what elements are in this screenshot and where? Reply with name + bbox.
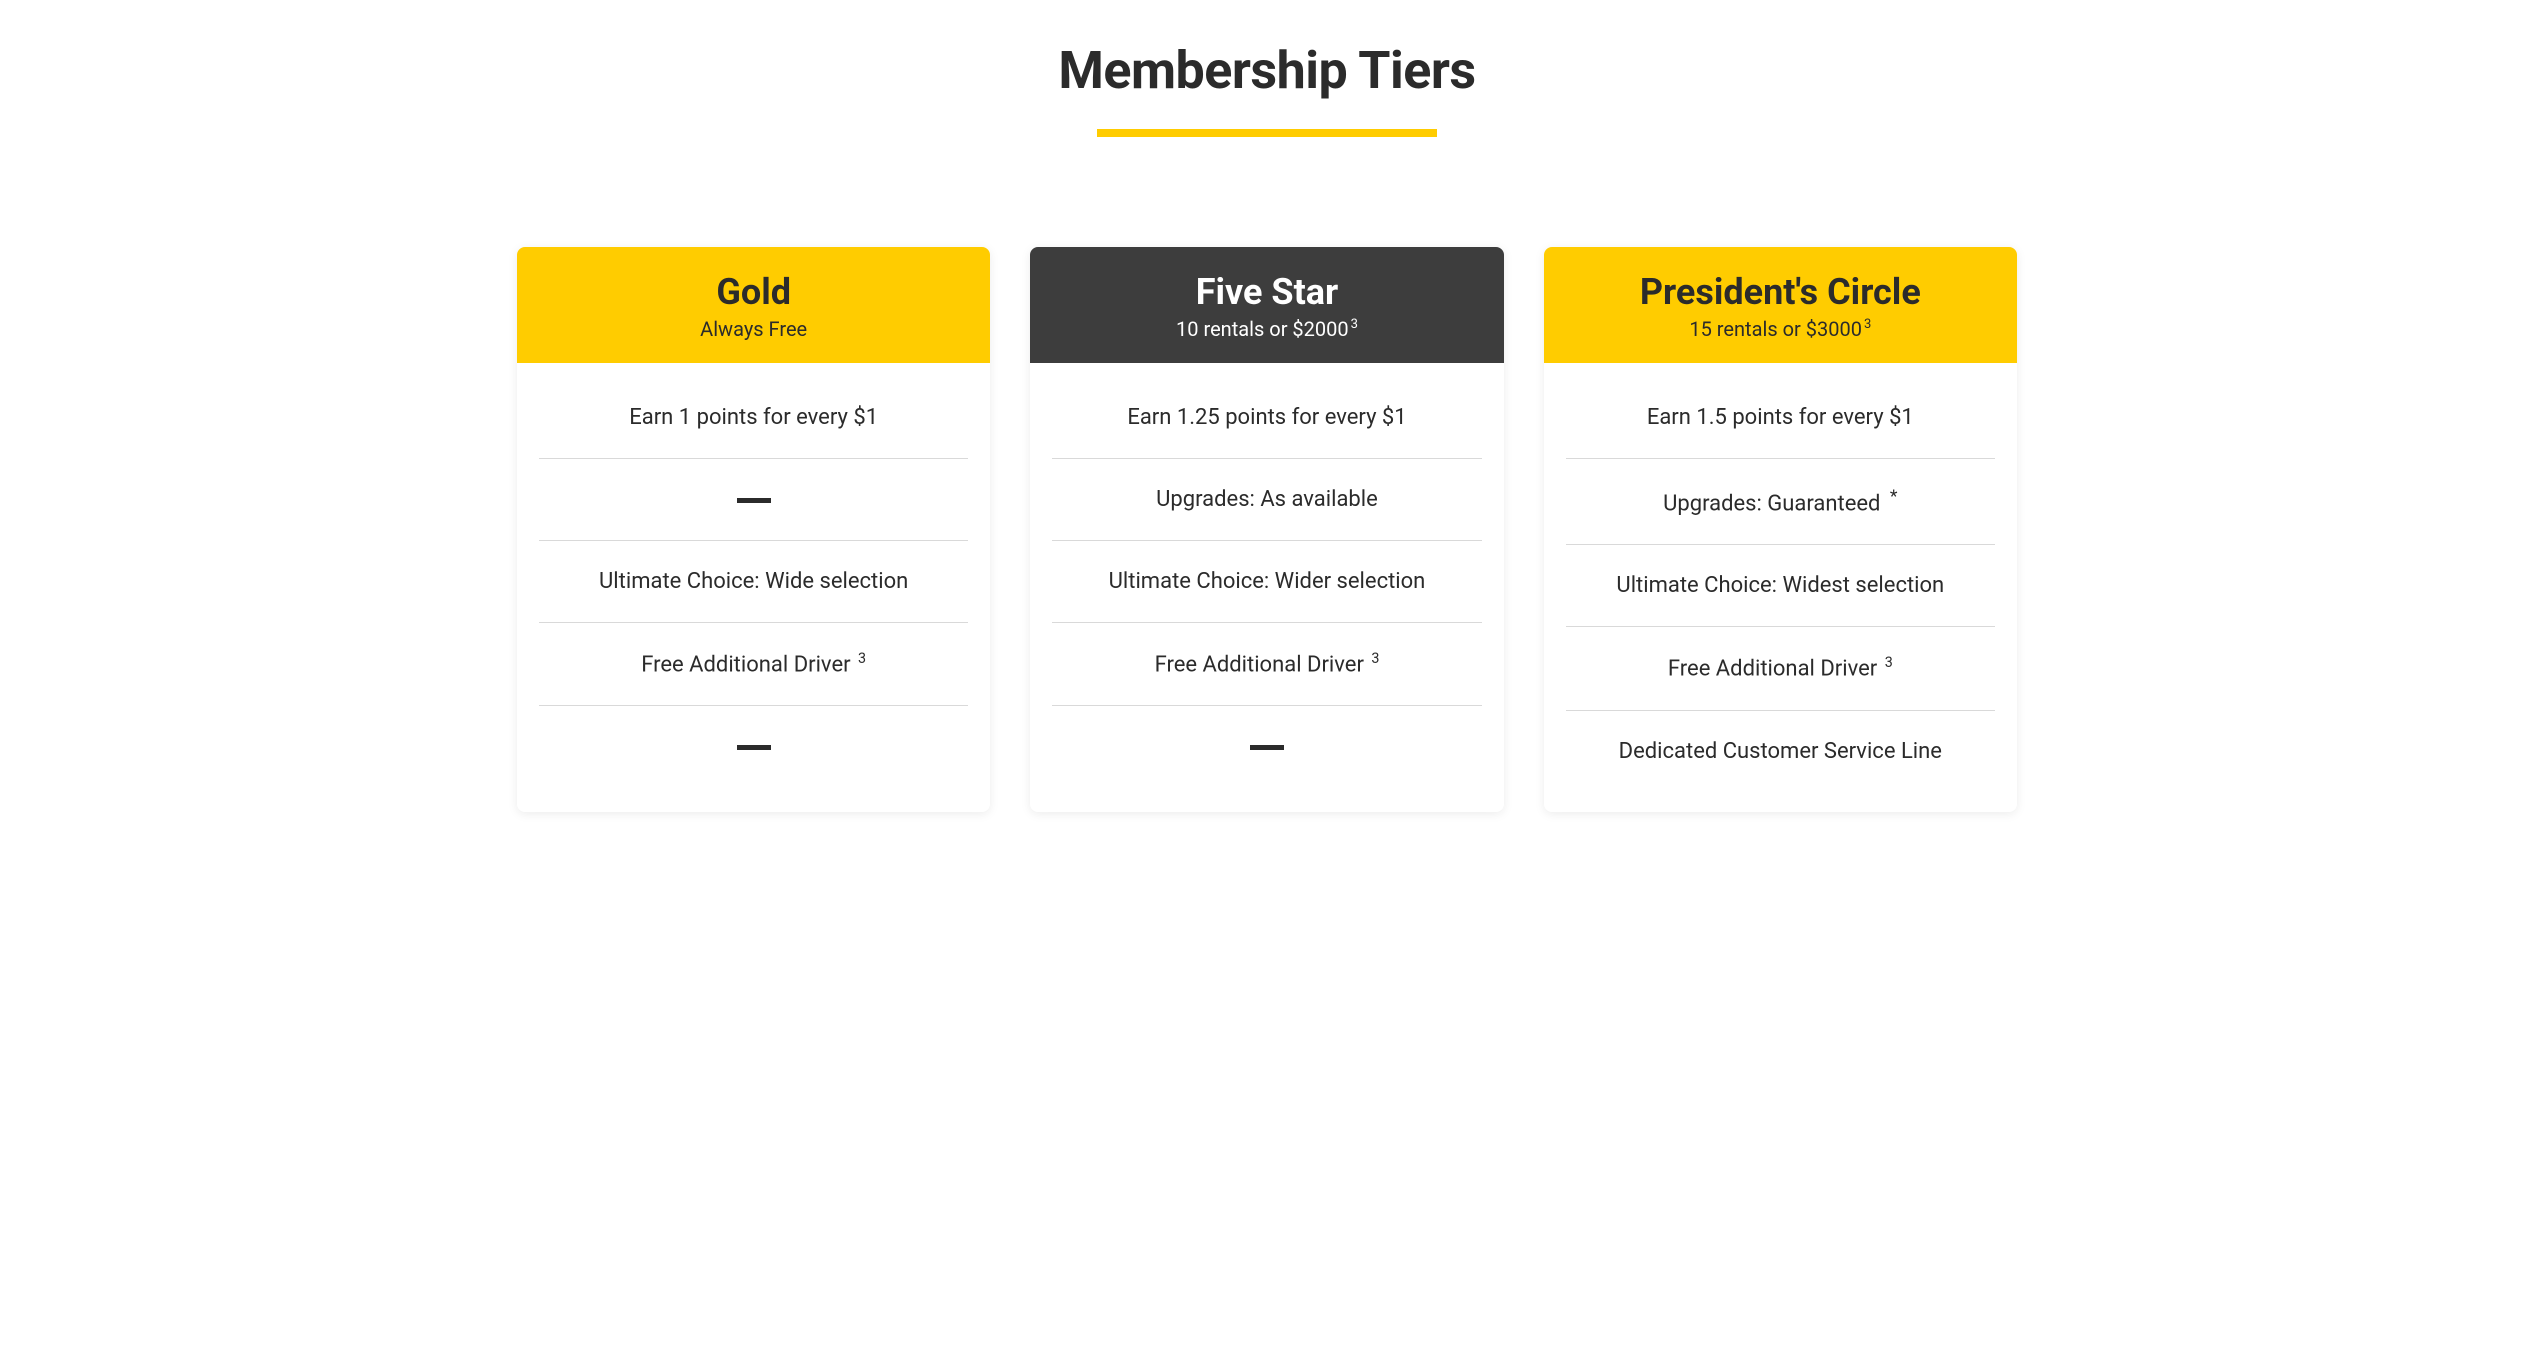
dash-icon [1250, 745, 1284, 750]
tier-feature: Earn 1.25 points for every $1 [1052, 377, 1481, 459]
tier-feature [539, 459, 968, 541]
tier-card: President's Circle 15 rentals or $30003 Ea… [1544, 247, 2017, 812]
tier-feature-text: Earn 1 points for every $1 [629, 405, 878, 430]
tier-feature: Ultimate Choice: Wide selection [539, 541, 968, 623]
tier-feature: Free Additional Driver 3 [1566, 627, 1995, 710]
tier-feature: Dedicated Customer Service Line [1566, 711, 1995, 792]
tier-name: Five Star [1050, 271, 1483, 313]
tier-subtitle: Always Free [537, 317, 970, 341]
tier-card-body: Earn 1.5 points for every $1 Upgrades: Gu… [1544, 363, 2017, 812]
tiers-row: Gold Always Free Earn 1 points for every $… [517, 247, 2017, 812]
tier-feature: Earn 1 points for every $1 [539, 377, 968, 459]
tier-feature-asterisk: * [1890, 487, 1898, 507]
tier-card-body: Earn 1.25 points for every $1 Upgrades: A… [1030, 363, 1503, 807]
page-title: Membership Tiers [517, 40, 2017, 101]
tier-feature-text: Dedicated Customer Service Line [1619, 739, 1942, 764]
tier-feature-sup: 3 [1371, 651, 1379, 667]
tier-feature-text: Ultimate Choice: Widest selection [1616, 573, 1944, 598]
tier-card-header: Five Star 10 rentals or $20003 [1030, 247, 1503, 363]
tier-feature-text: Earn 1.5 points for every $1 [1647, 405, 1914, 430]
tier-name: President's Circle [1564, 271, 1997, 313]
tier-feature-text: Upgrades: Guaranteed [1663, 491, 1886, 516]
membership-tiers-section: Membership Tiers Gold Always Free Earn 1 p… [517, 40, 2017, 812]
title-underline [1097, 129, 1437, 137]
dash-icon [737, 745, 771, 750]
tier-feature-text: Ultimate Choice: Wide selection [599, 569, 908, 594]
tier-feature-text: Free Additional Driver [641, 652, 856, 677]
tier-feature-text: Ultimate Choice: Wider selection [1109, 569, 1426, 594]
tier-card-header: Gold Always Free [517, 247, 990, 363]
dash-icon [737, 498, 771, 503]
tier-feature: Upgrades: Guaranteed * [1566, 459, 1995, 545]
tier-feature-text: Free Additional Driver [1155, 652, 1370, 677]
tier-feature: Free Additional Driver 3 [1052, 623, 1481, 706]
tier-card: Five Star 10 rentals or $20003 Earn 1.25 p… [1030, 247, 1503, 812]
tier-feature-sup: 3 [858, 651, 866, 667]
tier-card-header: President's Circle 15 rentals or $30003 [1544, 247, 2017, 363]
tier-feature [1052, 706, 1481, 787]
tier-subtitle-sup: 3 [1351, 317, 1358, 332]
tier-feature-text: Upgrades: As available [1156, 487, 1378, 512]
tier-feature: Ultimate Choice: Wider selection [1052, 541, 1481, 623]
tier-card-body: Earn 1 points for every $1 Ultimate Choic… [517, 363, 990, 807]
tier-subtitle: 10 rentals or $20003 [1050, 317, 1483, 341]
tier-name: Gold [537, 271, 970, 313]
tier-feature: Earn 1.5 points for every $1 [1566, 377, 1995, 459]
tier-feature [539, 706, 968, 787]
tier-feature: Ultimate Choice: Widest selection [1566, 545, 1995, 627]
tier-feature: Free Additional Driver 3 [539, 623, 968, 706]
tier-feature-text: Earn 1.25 points for every $1 [1127, 405, 1406, 430]
tier-card: Gold Always Free Earn 1 points for every $… [517, 247, 990, 812]
tier-subtitle: 15 rentals or $30003 [1564, 317, 1997, 341]
tier-subtitle-sup: 3 [1864, 317, 1871, 332]
tier-feature: Upgrades: As available [1052, 459, 1481, 541]
tier-feature-sup: 3 [1885, 655, 1893, 671]
tier-feature-text: Free Additional Driver [1668, 657, 1883, 682]
